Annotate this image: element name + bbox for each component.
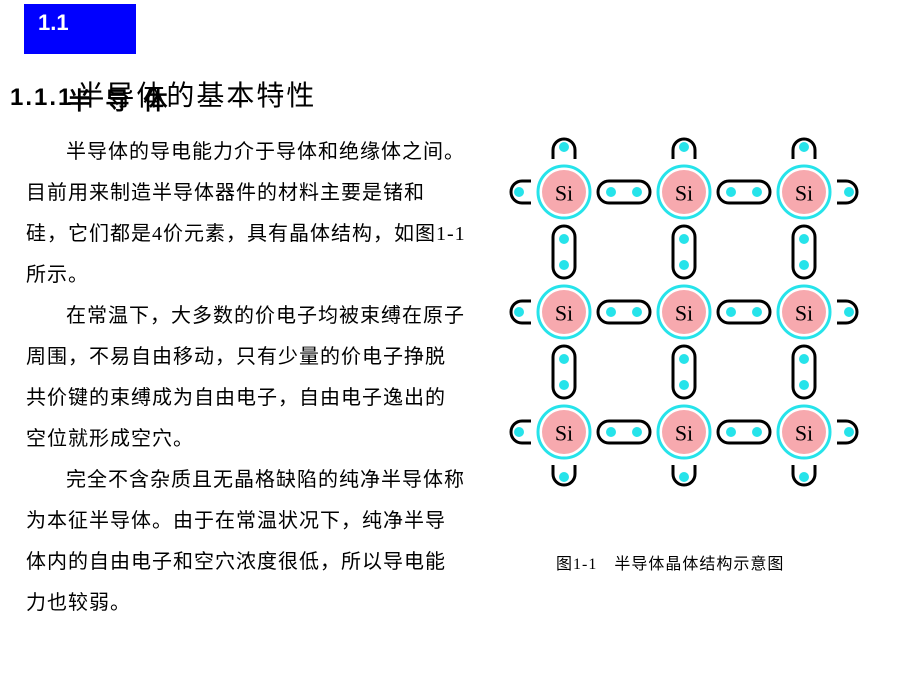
lattice-svg-icon: Si Si Si Si Si Si Si Si Si	[504, 132, 864, 492]
svg-text:Si: Si	[795, 301, 813, 326]
svg-text:Si: Si	[795, 421, 813, 446]
svg-text:Si: Si	[675, 301, 693, 326]
section-number: 1.1.1	[10, 84, 73, 111]
paragraph-1: 半导体的导电能力介于导体和绝缘体之间。目前用来制造半导体器件的材料主要是锗和硅，…	[26, 132, 466, 296]
title-overlay-a: 半导体	[67, 81, 181, 116]
paragraph-2: 在常温下，大多数的价电子均被束缚在原子周围，不易自由移动，只有少量的价电子挣脱共…	[26, 296, 466, 460]
svg-text:Si: Si	[675, 421, 693, 446]
svg-text:Si: Si	[795, 181, 813, 206]
svg-text:Si: Si	[555, 181, 573, 206]
svg-text:Si: Si	[555, 421, 573, 446]
silicon-lattice-figure: Si Si Si Si Si Si Si Si Si	[504, 132, 844, 492]
section-title: 1.1.1 半导体 半导体的基本特性	[10, 74, 510, 114]
body-text: 半导体的导电能力介于导体和绝缘体之间。目前用来制造半导体器件的材料主要是锗和硅，…	[26, 132, 466, 624]
paragraph-3: 完全不含杂质且无晶格缺陷的纯净半导体称为本征半导体。由于在常温状况下，纯净半导体…	[26, 460, 466, 624]
svg-text:Si: Si	[675, 181, 693, 206]
svg-text:Si: Si	[555, 301, 573, 326]
chapter-badge: 1.1	[24, 4, 136, 54]
figure-caption: 图1-1 半导体晶体结构示意图	[556, 550, 856, 574]
